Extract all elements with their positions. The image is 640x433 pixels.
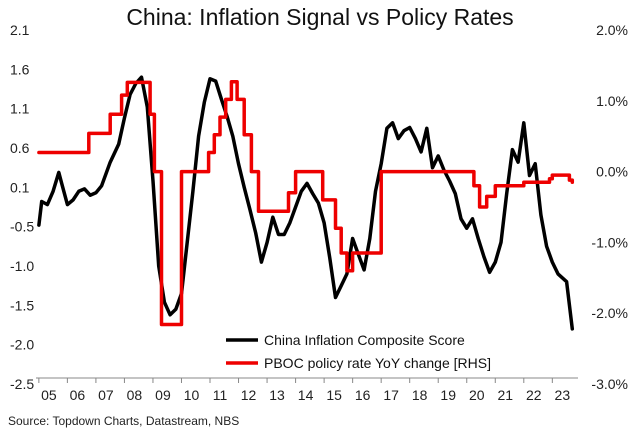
x-tick-label: 14 xyxy=(298,387,314,403)
x-tick-label: 19 xyxy=(440,387,456,403)
y-left-tick-label: 0.6 xyxy=(10,140,30,156)
y-left-tick-label: -1.5 xyxy=(10,297,34,313)
x-tick-label: 08 xyxy=(127,387,143,403)
x-tick-label: 20 xyxy=(469,387,485,403)
y-right-tick-label: -3.0% xyxy=(591,376,628,392)
x-tick-label: 13 xyxy=(269,387,285,403)
inflation-composite-line xyxy=(37,75,575,331)
legend-label-pboc: PBOC policy rate YoY change [RHS] xyxy=(264,355,491,371)
x-tick-label: 05 xyxy=(41,387,57,403)
x-tick-label: 22 xyxy=(526,387,542,403)
pboc-rate-line xyxy=(37,79,575,327)
x-tick-label: 17 xyxy=(383,387,399,403)
x-tick-label: 21 xyxy=(497,387,513,403)
x-tick-label: 15 xyxy=(326,387,342,403)
x-tick-label: 10 xyxy=(184,387,200,403)
source-note: Source: Topdown Charts, Datastream, NBS xyxy=(8,414,240,428)
y-right-tick-label: 0.0% xyxy=(596,164,628,180)
y-left-tick-label: -1.0 xyxy=(10,258,34,274)
y-right-tick-label: 1.0% xyxy=(596,93,628,109)
y-left-tick-label: 1.6 xyxy=(10,61,30,77)
x-tick-label: 06 xyxy=(70,387,86,403)
y-left-tick-label: -0.5 xyxy=(10,219,34,235)
y-left-tick-label: -2.5 xyxy=(10,376,34,392)
y-left-tick-label: 0.1 xyxy=(10,179,30,195)
x-tick-label: 18 xyxy=(412,387,428,403)
x-tick-label: 12 xyxy=(241,387,257,403)
y-left-tick-label: -2.0 xyxy=(10,337,34,353)
x-tick-label: 23 xyxy=(555,387,571,403)
chart-title: China: Inflation Signal vs Policy Rates xyxy=(126,4,514,30)
legend-label-inflation: China Inflation Composite Score xyxy=(264,332,465,348)
x-tick-label: 11 xyxy=(213,387,228,403)
y-right-tick-label: 2.0% xyxy=(596,22,628,38)
y-left-tick-label: 1.1 xyxy=(10,101,30,117)
x-tick-label: 07 xyxy=(98,387,114,403)
y-right-tick-label: -1.0% xyxy=(591,234,628,250)
x-tick-label: 16 xyxy=(355,387,371,403)
y-right-tick-label: -2.0% xyxy=(591,305,628,321)
y-left-tick-label: 2.1 xyxy=(10,22,30,38)
x-tick-label: 09 xyxy=(155,387,171,403)
